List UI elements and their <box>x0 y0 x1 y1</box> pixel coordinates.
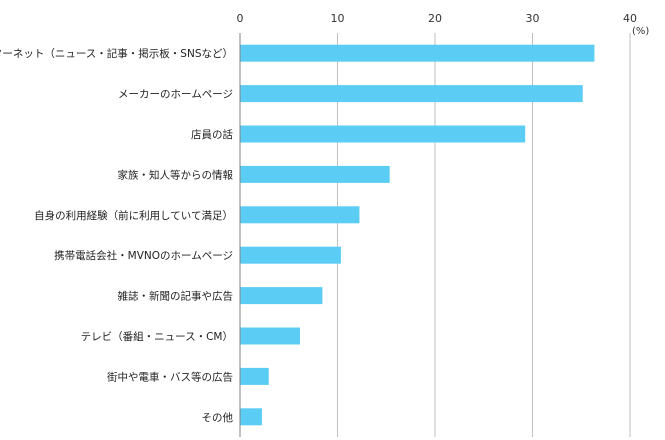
category-label: その他 <box>202 411 234 424</box>
x-tick-label: 10 <box>331 12 345 25</box>
unit-label: (%) <box>632 26 649 37</box>
bars <box>240 44 595 426</box>
category-label: 家族・知人等からの情報 <box>118 168 234 181</box>
category-labels: インターネット（ニュース・記事・掲示板・SNSなど） メーカーのホームページ店員の… <box>0 47 233 424</box>
bar <box>240 165 390 183</box>
bar <box>240 287 323 305</box>
bar <box>240 44 595 62</box>
category-label: 携帯電話会社・MVNOのホームページ <box>54 249 233 262</box>
bar <box>240 85 583 103</box>
category-label: 店員の話 <box>191 128 233 141</box>
category-label: 自身の利用経験（前に利用していて満足） <box>34 209 233 222</box>
bar <box>240 327 300 345</box>
x-tick-label: 30 <box>526 12 540 25</box>
bar <box>240 206 360 224</box>
bar <box>240 246 341 264</box>
x-tick-label: 40 <box>623 12 637 25</box>
x-tick-labels: 0 10 20 30 40 <box>237 12 638 25</box>
bar <box>240 408 262 426</box>
bar <box>240 367 269 385</box>
bar <box>240 125 526 143</box>
category-label: テレビ（番組・ニュース・CM） <box>81 330 233 343</box>
category-label: インターネット（ニュース・記事・掲示板・SNSなど） <box>0 47 233 60</box>
category-label: 雑誌・新聞の記事や広告 <box>118 290 234 303</box>
category-label: メーカーのホームページ <box>118 89 233 101</box>
x-tick-label: 0 <box>237 12 244 25</box>
category-label: 街中や電車・バス等の広告 <box>107 370 233 383</box>
x-tick-label: 20 <box>428 12 442 25</box>
